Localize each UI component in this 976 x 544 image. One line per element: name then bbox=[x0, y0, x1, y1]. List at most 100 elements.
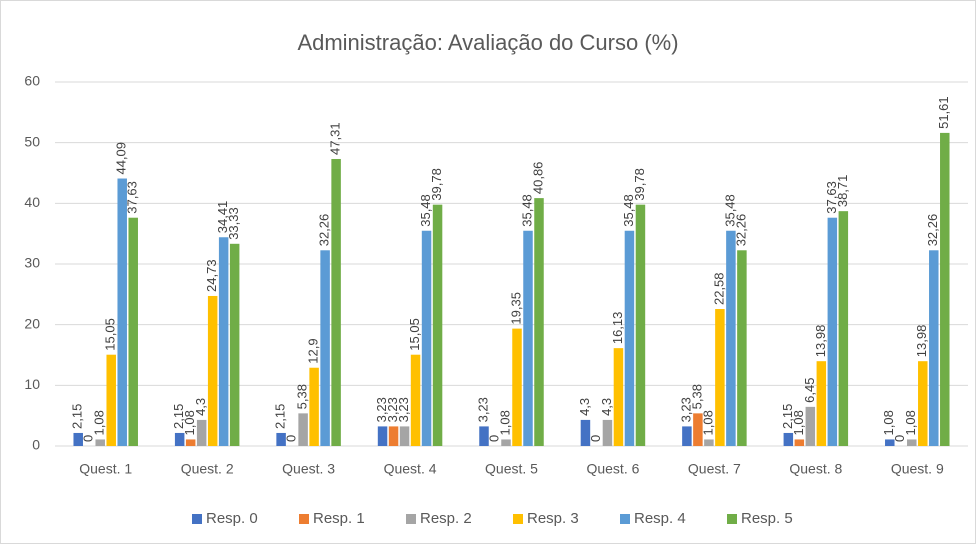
data-label: 39,78 bbox=[429, 168, 444, 201]
data-label: 0 bbox=[588, 435, 603, 442]
y-tick-label: 30 bbox=[24, 255, 40, 271]
data-label: 37,63 bbox=[125, 181, 140, 214]
data-label: 0 bbox=[486, 435, 501, 442]
bar bbox=[479, 426, 489, 446]
bar bbox=[704, 439, 714, 446]
y-tick-label: 60 bbox=[24, 73, 40, 89]
x-tick-label: Quest. 3 bbox=[282, 461, 335, 477]
y-tick-label: 40 bbox=[24, 194, 40, 210]
data-label: 32,26 bbox=[317, 214, 332, 247]
bar bbox=[421, 230, 432, 446]
data-label: 6,45 bbox=[802, 378, 817, 403]
legend-label: Resp. 3 bbox=[527, 510, 579, 527]
bar bbox=[320, 250, 330, 446]
bar bbox=[331, 158, 341, 446]
bar bbox=[309, 367, 319, 446]
data-label: 1,08 bbox=[92, 410, 107, 435]
bar bbox=[388, 426, 399, 446]
bar bbox=[117, 178, 127, 446]
x-tick-label: Quest. 6 bbox=[586, 461, 639, 477]
data-label: 1,08 bbox=[497, 410, 512, 435]
bar bbox=[838, 211, 849, 446]
bar bbox=[128, 217, 138, 446]
bar bbox=[929, 250, 939, 446]
data-label: 51,61 bbox=[936, 96, 951, 129]
x-tick-label: Quest. 9 bbox=[891, 461, 944, 477]
legend-label: Resp. 5 bbox=[741, 510, 793, 527]
data-label: 4,3 bbox=[599, 398, 614, 416]
bar bbox=[276, 432, 286, 446]
data-label: 4,3 bbox=[193, 398, 208, 416]
bar bbox=[106, 354, 116, 446]
bar bbox=[907, 439, 917, 446]
data-label: 1,08 bbox=[881, 410, 896, 435]
bar bbox=[783, 432, 794, 446]
bar bbox=[207, 295, 218, 446]
bar bbox=[377, 426, 388, 446]
bar bbox=[827, 217, 838, 446]
data-label: 19,35 bbox=[508, 292, 523, 325]
data-label: 3,23 bbox=[396, 397, 411, 422]
data-label: 3,23 bbox=[385, 397, 400, 422]
x-tick-label: Quest. 4 bbox=[384, 461, 437, 477]
y-tick-label: 10 bbox=[24, 376, 40, 392]
legend-swatch bbox=[620, 514, 630, 524]
bar bbox=[185, 439, 196, 446]
bar bbox=[174, 432, 185, 446]
data-label: 39,78 bbox=[632, 168, 647, 201]
data-label: 16,13 bbox=[610, 312, 625, 345]
data-label: 38,71 bbox=[835, 175, 850, 208]
data-label: 2,15 bbox=[273, 404, 288, 429]
data-label: 32,26 bbox=[925, 214, 940, 247]
x-tick-label: Quest. 1 bbox=[79, 461, 132, 477]
legend-swatch bbox=[513, 514, 523, 524]
bar bbox=[534, 198, 544, 446]
data-label: 3,23 bbox=[475, 397, 490, 422]
bar bbox=[816, 361, 827, 446]
bar bbox=[624, 230, 635, 446]
bar bbox=[73, 432, 83, 446]
data-label: 2,15 bbox=[780, 404, 795, 429]
data-label: 34,41 bbox=[215, 201, 230, 234]
bar bbox=[523, 230, 533, 446]
x-tick-label: Quest. 5 bbox=[485, 461, 538, 477]
legend-swatch bbox=[406, 514, 416, 524]
bar bbox=[613, 348, 624, 446]
data-label: 1,08 bbox=[903, 410, 918, 435]
data-label: 4,3 bbox=[577, 398, 592, 416]
data-label: 3,23 bbox=[374, 397, 389, 422]
data-label: 35,48 bbox=[621, 194, 636, 227]
legend-swatch bbox=[299, 514, 309, 524]
data-label: 12,9 bbox=[306, 338, 321, 363]
data-label: 35,48 bbox=[722, 194, 737, 227]
legend-swatch bbox=[192, 514, 202, 524]
data-label: 13,98 bbox=[813, 325, 828, 358]
bar bbox=[229, 243, 240, 446]
data-label: 1,08 bbox=[700, 410, 715, 435]
bar bbox=[635, 204, 646, 446]
data-label: 35,48 bbox=[418, 194, 433, 227]
bar bbox=[737, 250, 747, 446]
bar bbox=[726, 230, 736, 446]
x-tick-label: Quest. 7 bbox=[688, 461, 741, 477]
bar bbox=[196, 419, 207, 446]
y-tick-label: 0 bbox=[32, 437, 40, 453]
data-label: 13,98 bbox=[914, 325, 929, 358]
legend-label: Resp. 4 bbox=[634, 510, 686, 527]
data-label: 1,08 bbox=[182, 410, 197, 435]
bar bbox=[940, 132, 950, 446]
legend-label: Resp. 2 bbox=[420, 510, 472, 527]
bar bbox=[432, 204, 443, 446]
data-label: 1,08 bbox=[791, 410, 806, 435]
data-label: 32,26 bbox=[733, 214, 748, 247]
data-label: 47,31 bbox=[328, 122, 343, 155]
data-label: 33,33 bbox=[226, 207, 241, 240]
data-label: 0 bbox=[284, 435, 299, 442]
data-label: 0 bbox=[892, 435, 907, 442]
bar bbox=[602, 419, 613, 446]
x-tick-label: Quest. 8 bbox=[789, 461, 842, 477]
data-label: 5,38 bbox=[295, 384, 310, 409]
bar bbox=[410, 354, 421, 446]
data-label: 24,73 bbox=[204, 259, 219, 292]
